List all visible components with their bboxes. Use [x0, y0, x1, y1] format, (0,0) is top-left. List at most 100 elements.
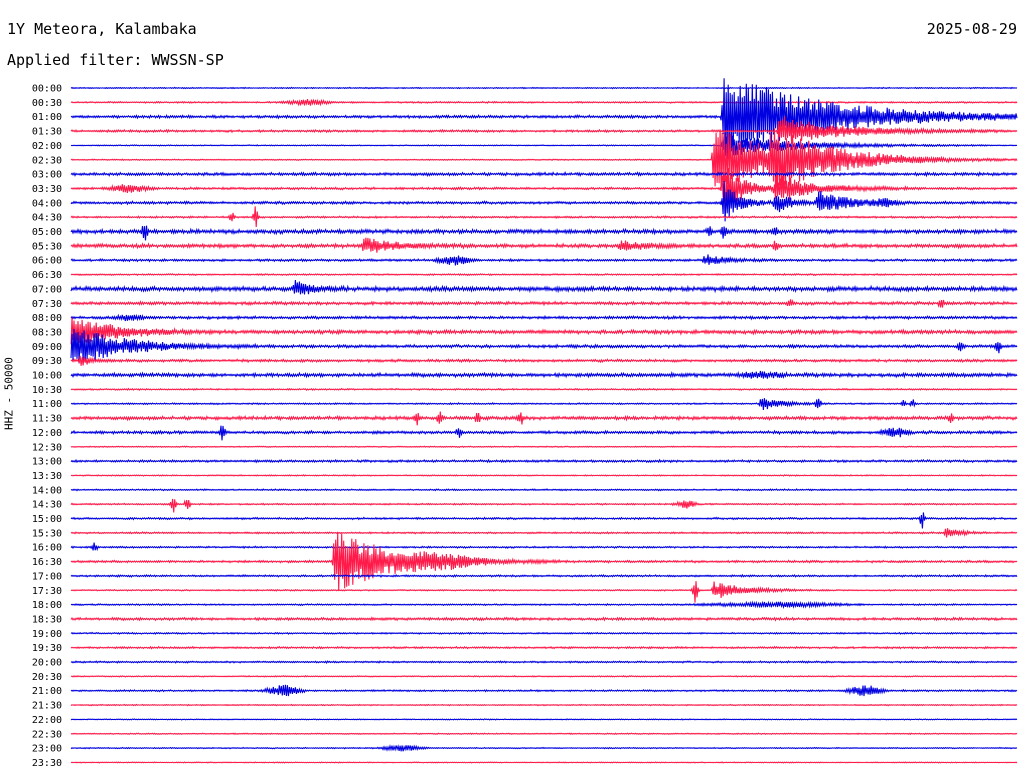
trace-row-8 — [70, 180, 1018, 222]
trace-row-34 — [70, 573, 1018, 578]
time-label: 04:30 — [32, 213, 62, 224]
time-label: 12:00 — [32, 428, 62, 439]
trace-row-37 — [70, 616, 1018, 622]
trace-row-9 — [70, 206, 1018, 228]
time-label: 12:30 — [32, 442, 62, 453]
time-label: 10:30 — [32, 385, 62, 396]
time-label: 13:30 — [32, 471, 62, 482]
trace-row-18 — [70, 328, 1018, 364]
trace-row-0 — [70, 86, 1018, 90]
time-label: 06:30 — [32, 270, 62, 281]
trace-row-31 — [70, 528, 1018, 538]
trace-row-14 — [70, 280, 1018, 295]
time-label: 22:00 — [32, 715, 62, 726]
time-label: 08:00 — [32, 313, 62, 324]
trace-row-32 — [70, 542, 1018, 552]
time-label: 06:00 — [32, 256, 62, 267]
time-label: 22:30 — [32, 729, 62, 740]
trace-row-40 — [70, 660, 1018, 664]
trace-row-21 — [70, 387, 1018, 391]
time-label: 16:30 — [32, 557, 62, 568]
time-label: 00:00 — [32, 84, 62, 95]
time-label: 07:00 — [32, 284, 62, 295]
trace-row-33 — [70, 532, 1018, 591]
date-label: 2025-08-29 — [926, 20, 1017, 38]
trace-row-41 — [70, 675, 1018, 678]
time-label: 20:00 — [32, 658, 62, 669]
trace-row-19 — [70, 355, 1018, 366]
trace-row-3 — [70, 116, 1018, 144]
trace-row-36 — [70, 600, 1018, 610]
trace-row-43 — [70, 703, 1018, 707]
trace-row-13 — [70, 272, 1018, 277]
time-label: 03:00 — [32, 170, 62, 181]
time-label: 04:00 — [32, 198, 62, 209]
time-label: 07:30 — [32, 299, 62, 310]
trace-row-1 — [70, 98, 1018, 107]
time-label: 17:30 — [32, 586, 62, 597]
trace-row-38 — [70, 631, 1018, 635]
trace-row-23 — [70, 411, 1018, 426]
time-label: 15:00 — [32, 514, 62, 525]
time-label: 15:30 — [32, 528, 62, 539]
trace-row-7 — [70, 167, 1018, 215]
time-label: 08:30 — [32, 327, 62, 338]
trace-row-27 — [70, 474, 1018, 477]
trace-row-39 — [70, 645, 1018, 650]
trace-row-26 — [70, 458, 1018, 464]
time-label: 20:30 — [32, 672, 62, 683]
trace-row-5 — [70, 128, 1018, 192]
time-label: 05:30 — [32, 241, 62, 252]
trace-row-11 — [70, 237, 1018, 253]
trace-row-44 — [70, 718, 1018, 721]
trace-row-16 — [70, 313, 1018, 322]
time-label: 09:00 — [32, 342, 62, 353]
trace-row-17 — [70, 317, 1018, 345]
time-label: 13:00 — [32, 457, 62, 468]
time-label: 14:00 — [32, 485, 62, 496]
time-label: 05:00 — [32, 227, 62, 238]
trace-row-4 — [70, 133, 1018, 156]
trace-row-35 — [70, 581, 1018, 603]
filter-label: Applied filter: WWSSN-SP — [7, 51, 224, 69]
time-label: 14:30 — [32, 500, 62, 511]
time-label: 19:30 — [32, 643, 62, 654]
time-label: 01:00 — [32, 112, 62, 123]
trace-row-46 — [70, 744, 1018, 752]
time-label: 10:00 — [32, 371, 62, 382]
trace-row-20 — [70, 370, 1018, 380]
trace-row-22 — [70, 398, 1018, 411]
trace-row-25 — [70, 445, 1018, 449]
time-label: 19:00 — [32, 629, 62, 640]
time-label: 18:30 — [32, 614, 62, 625]
time-label: 21:00 — [32, 686, 62, 697]
trace-row-2 — [70, 78, 1018, 160]
trace-row-24 — [70, 425, 1018, 441]
time-label: 03:30 — [32, 184, 62, 195]
trace-row-12 — [70, 254, 1018, 266]
time-label: 09:30 — [32, 356, 62, 367]
trace-row-10 — [70, 225, 1018, 241]
time-label: 11:30 — [32, 414, 62, 425]
trace-row-15 — [70, 299, 1018, 308]
time-label: 02:30 — [32, 155, 62, 166]
time-label: 16:00 — [32, 543, 62, 554]
time-label: 17:00 — [32, 571, 62, 582]
time-label: 11:00 — [32, 399, 62, 410]
time-label: 23:00 — [32, 744, 62, 755]
trace-row-30 — [70, 512, 1018, 529]
trace-row-42 — [70, 684, 1018, 697]
time-label: 23:30 — [32, 758, 62, 769]
trace-row-47 — [70, 761, 1018, 764]
time-label: 18:00 — [32, 600, 62, 611]
trace-row-45 — [70, 732, 1018, 736]
time-label: 02:00 — [32, 141, 62, 152]
time-label: 00:30 — [32, 98, 62, 109]
trace-row-29 — [70, 498, 1018, 513]
time-label: 21:30 — [32, 701, 62, 712]
trace-row-28 — [70, 488, 1018, 492]
trace-row-6 — [70, 171, 1018, 178]
station-title: 1Y Meteora, Kalambaka — [7, 20, 197, 38]
time-label: 01:30 — [32, 127, 62, 138]
